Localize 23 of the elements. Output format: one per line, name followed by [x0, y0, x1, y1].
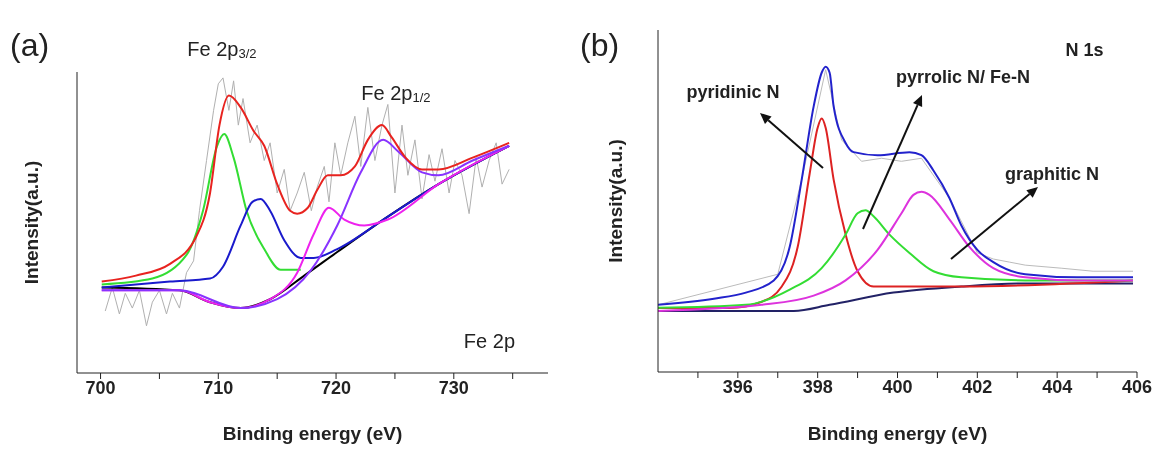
y-axis-title: Intensity(a.u.)	[21, 160, 43, 285]
chart-title: (b)	[580, 27, 620, 63]
x-tick-label: 730	[438, 377, 469, 398]
x-axis-title: Binding energy (eV)	[807, 423, 988, 444]
x-tick-label: 398	[802, 376, 833, 397]
x-axis-title: Binding energy (eV)	[222, 423, 403, 444]
x-tick-label: 700	[85, 377, 116, 398]
y-axis-title: Intensity(a.u.)	[605, 139, 627, 263]
annotation: pyridinic N	[686, 81, 780, 102]
x-tick-label: 400	[882, 376, 913, 397]
annotation: Fe 2p$_{1/2}$	[361, 82, 431, 106]
x-tick-label: 406	[1121, 376, 1153, 397]
annotation: pyrrolic N/ Fe-N	[895, 66, 1031, 87]
x-tick-label: 402	[962, 376, 993, 397]
x-tick-label: 720	[321, 377, 352, 398]
text: N 1s	[1065, 39, 1104, 60]
annotation: Fe 2p	[463, 330, 516, 353]
annotation: graphitic N	[1004, 163, 1100, 184]
x-tick-label: 404	[1042, 376, 1073, 397]
annotation: Fe 2p$_{3/2}$	[187, 37, 257, 61]
chart-title: (a)	[10, 27, 50, 63]
x-tick-label: 396	[722, 376, 753, 397]
x-tick-label: 710	[203, 377, 234, 398]
